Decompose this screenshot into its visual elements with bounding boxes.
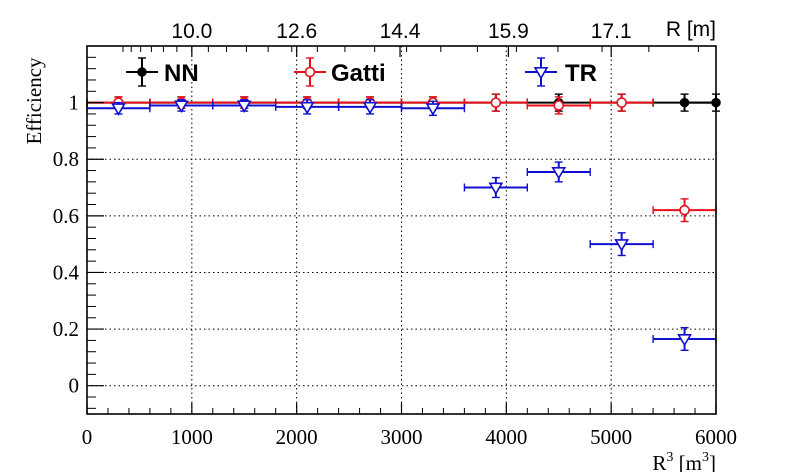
data-point bbox=[614, 239, 630, 252]
legend-marker bbox=[533, 67, 549, 80]
x-tick-label: 6000 bbox=[695, 425, 737, 449]
axis-ticks bbox=[86, 46, 717, 414]
legend-label: TR bbox=[565, 60, 597, 87]
x-tick-label: 3000 bbox=[381, 425, 423, 449]
y-tick-label: 0.4 bbox=[53, 260, 80, 284]
y-tick-label: 0.8 bbox=[53, 147, 79, 171]
data-point bbox=[236, 100, 252, 114]
x-tick-label: 0 bbox=[82, 425, 93, 449]
top-tick-label: 15.9 bbox=[488, 20, 529, 43]
top-tick-label: 17.1 bbox=[591, 20, 632, 43]
data-point bbox=[616, 97, 627, 108]
x-axis-title-unit-sup: 3 bbox=[702, 450, 709, 465]
y-tick-label: 1 bbox=[69, 91, 80, 115]
x-axis-title-unit-close: ] bbox=[709, 451, 716, 472]
legend-entry-nn: NN bbox=[126, 57, 199, 87]
y-tick-label: 0.6 bbox=[53, 204, 79, 228]
top-tick-label: 14.4 bbox=[380, 20, 421, 43]
legend-label: NN bbox=[164, 60, 199, 87]
top-tick-label: 12.6 bbox=[276, 20, 317, 43]
data-point bbox=[425, 103, 441, 116]
x-axis-title-main: R bbox=[652, 451, 666, 472]
legend-entry-gatti: Gatti bbox=[294, 57, 386, 87]
legend-marker bbox=[304, 66, 316, 78]
x-tick-label: 1000 bbox=[171, 425, 213, 449]
legend-marker bbox=[137, 67, 147, 77]
x-axis-title-sup: 3 bbox=[666, 450, 673, 465]
x-axis-title-unit-open: [m bbox=[679, 451, 702, 472]
x-axis-title: R3 [m3] bbox=[652, 450, 716, 472]
data-point bbox=[299, 101, 315, 115]
data-point bbox=[111, 103, 126, 116]
data-point bbox=[553, 100, 565, 111]
legend-label: Gatti bbox=[331, 60, 386, 87]
x-tick-label: 5000 bbox=[590, 425, 632, 449]
data-point bbox=[362, 101, 378, 115]
tick-labels: 0 1000 2000 3000 4000 5000 6000 0 0.2 0.4 0.6 0.8 1 1… bbox=[53, 20, 737, 449]
data-point bbox=[677, 333, 692, 347]
data-point bbox=[679, 204, 690, 216]
data-point bbox=[551, 166, 567, 180]
legend: NN Gatti TR bbox=[126, 57, 597, 87]
y-axis-title: Efficiency bbox=[22, 57, 46, 145]
y-tick-label: 0 bbox=[69, 374, 80, 398]
x-tick-label: 4000 bbox=[485, 425, 527, 449]
x-tick-label: 2000 bbox=[276, 425, 318, 449]
top-tick-label: 10.0 bbox=[171, 20, 212, 43]
data-point bbox=[488, 182, 504, 196]
legend-entry-tr: TR bbox=[525, 57, 597, 87]
data-point bbox=[490, 97, 502, 108]
top-axis-title: R [m] bbox=[666, 18, 716, 41]
series-tr bbox=[86, 99, 717, 352]
data-point bbox=[173, 100, 189, 114]
data-points bbox=[86, 93, 721, 352]
y-tick-label: 0.2 bbox=[53, 317, 79, 341]
